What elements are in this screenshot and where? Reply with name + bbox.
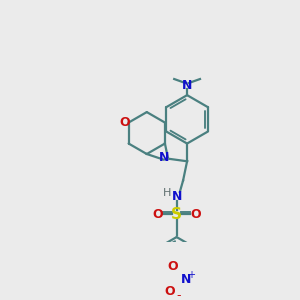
Text: N: N (171, 190, 182, 203)
Text: O: O (119, 116, 130, 129)
Text: -: - (176, 290, 181, 300)
Text: O: O (165, 285, 176, 298)
Text: N: N (181, 273, 191, 286)
Text: N: N (182, 79, 192, 92)
Text: O: O (167, 260, 178, 273)
Text: H: H (163, 188, 171, 198)
Text: S: S (171, 207, 182, 222)
Text: O: O (152, 208, 163, 221)
Text: +: + (187, 270, 195, 280)
Text: N: N (159, 151, 170, 164)
Text: O: O (191, 208, 201, 221)
